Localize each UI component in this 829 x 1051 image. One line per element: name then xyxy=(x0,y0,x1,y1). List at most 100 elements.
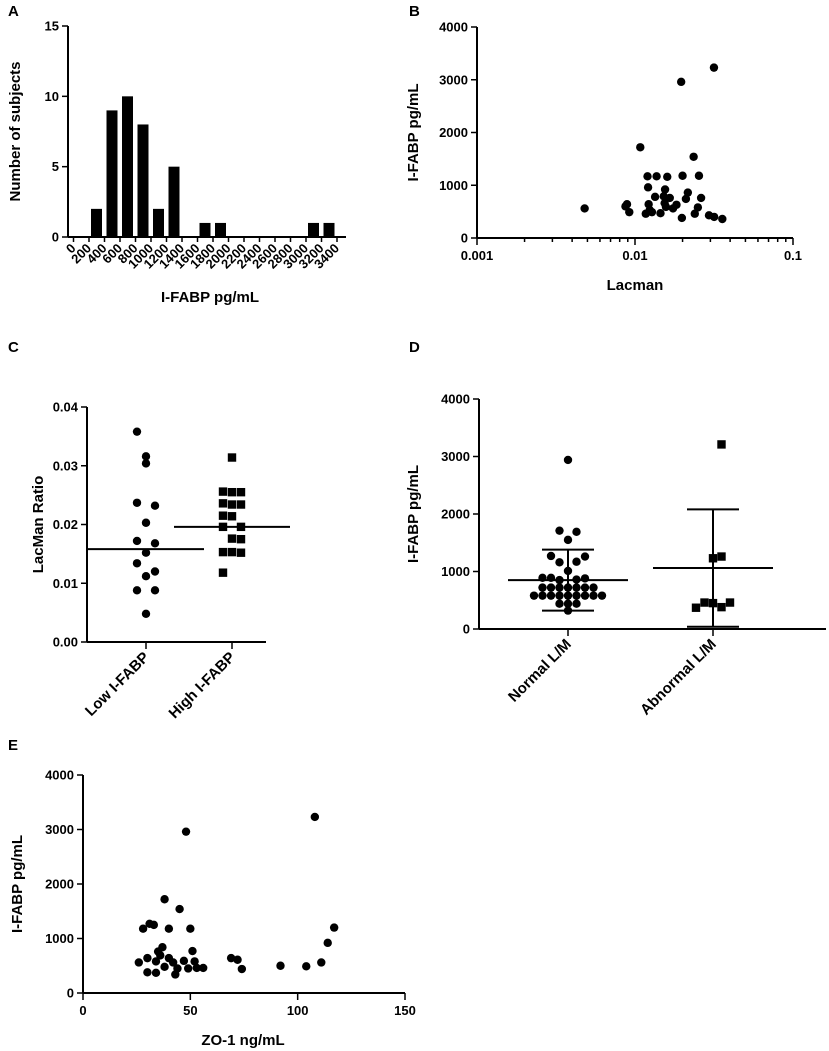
y-axis-title: LacMan Ratio xyxy=(30,476,47,574)
data-point xyxy=(132,427,142,436)
data-point xyxy=(141,572,151,581)
y-axis-title: I-FABP pg/mL xyxy=(9,835,26,933)
data-point xyxy=(156,951,165,960)
data-point xyxy=(691,603,701,612)
data-point xyxy=(647,207,657,217)
y-tick-label: 2000 xyxy=(439,125,468,140)
data-point xyxy=(709,212,719,222)
data-point xyxy=(555,526,564,535)
data-point xyxy=(563,583,573,592)
data-point xyxy=(625,207,634,217)
panel-d-ifabp-lm-groups: D 0 1000 2000 3000 4000 I-FABP pg/mL Normal L/M… xyxy=(405,339,826,719)
data-point xyxy=(580,574,590,583)
data-point xyxy=(226,953,236,963)
y-tick-label: 10 xyxy=(45,89,59,104)
data-point xyxy=(572,557,581,566)
y-tick-label: 2000 xyxy=(441,507,470,522)
data-point xyxy=(572,575,581,584)
data-point xyxy=(218,487,228,496)
data-point xyxy=(589,583,598,592)
data-point xyxy=(689,152,698,161)
data-point xyxy=(597,591,607,600)
y-tick-label: 3000 xyxy=(439,72,468,87)
data-point xyxy=(329,923,339,932)
y-tick-label: 0 xyxy=(463,622,470,637)
data-point xyxy=(150,501,160,510)
data-point xyxy=(555,583,564,592)
data-point xyxy=(672,200,681,209)
data-point xyxy=(529,591,539,600)
histogram-bar xyxy=(106,110,118,237)
data-point xyxy=(678,171,687,180)
x-category-label: High I-FABP xyxy=(166,649,239,722)
data-point xyxy=(236,534,246,544)
data-point xyxy=(693,203,703,212)
data-point xyxy=(227,547,237,557)
data-point xyxy=(677,213,687,223)
data-point xyxy=(546,573,556,583)
x-tick-label: 0.1 xyxy=(784,248,802,263)
panel-label: E xyxy=(8,737,18,754)
data-point xyxy=(563,599,573,608)
x-category-label: Low I-FABP xyxy=(82,649,153,720)
data-point xyxy=(555,599,564,608)
data-point xyxy=(190,957,199,966)
data-point xyxy=(227,512,237,521)
y-tick-label: 5 xyxy=(52,159,59,174)
data-point xyxy=(661,202,671,212)
x-tick-label: 50 xyxy=(183,1003,197,1018)
data-point xyxy=(132,586,142,595)
y-tick-label: 0.02 xyxy=(53,517,78,532)
data-point xyxy=(218,522,228,532)
data-point xyxy=(709,63,719,72)
histogram-bar xyxy=(199,222,211,237)
data-point xyxy=(150,567,160,576)
x-tick-label: 0.01 xyxy=(622,248,647,263)
data-point xyxy=(310,812,320,822)
x-category-label: Normal L/M xyxy=(505,636,575,706)
data-point xyxy=(663,172,672,182)
data-point xyxy=(622,200,632,209)
data-point xyxy=(580,204,589,213)
data-point xyxy=(580,552,590,561)
data-point xyxy=(656,209,665,218)
data-point xyxy=(141,518,151,527)
data-point xyxy=(227,487,237,497)
data-point xyxy=(179,956,189,966)
data-point xyxy=(660,185,670,194)
data-point xyxy=(643,183,653,192)
data-point xyxy=(652,172,661,181)
data-point xyxy=(141,452,151,461)
panel-e-zo1-scatter: E 0 1000 2000 3000 4000 I-FABP pg/mL 0 50 100 150 Z… xyxy=(8,737,416,1049)
y-tick-label: 1000 xyxy=(439,178,468,193)
data-point xyxy=(192,963,201,973)
data-point xyxy=(572,591,581,600)
data-point xyxy=(143,968,152,977)
data-point xyxy=(218,511,228,520)
data-point xyxy=(636,143,645,152)
data-point xyxy=(690,209,699,218)
data-point xyxy=(572,527,581,537)
data-point xyxy=(132,559,142,568)
panel-label: D xyxy=(409,339,420,356)
data-point xyxy=(236,500,246,509)
data-point xyxy=(227,453,237,462)
data-point xyxy=(302,962,311,971)
data-point xyxy=(676,77,686,87)
data-point xyxy=(227,500,237,509)
data-point xyxy=(233,955,242,964)
y-tick-label: 0.04 xyxy=(53,400,79,415)
y-tick-label: 0 xyxy=(461,231,468,246)
data-point xyxy=(199,963,208,973)
x-axis-title: Lacman xyxy=(607,277,664,294)
y-axis-title: Number of subjects xyxy=(7,61,24,201)
panel-c-lacman-ratio-groups: C 0.00 0.01 0.02 0.03 0.04 LacMan Ratio Low I-F… xyxy=(8,339,290,722)
y-tick-label: 0.03 xyxy=(53,458,78,473)
x-category-label: Abnormal L/M xyxy=(637,636,720,719)
data-point xyxy=(538,573,547,583)
data-point xyxy=(538,583,547,592)
data-point xyxy=(546,591,556,600)
data-point xyxy=(546,551,556,561)
data-point xyxy=(580,591,590,600)
